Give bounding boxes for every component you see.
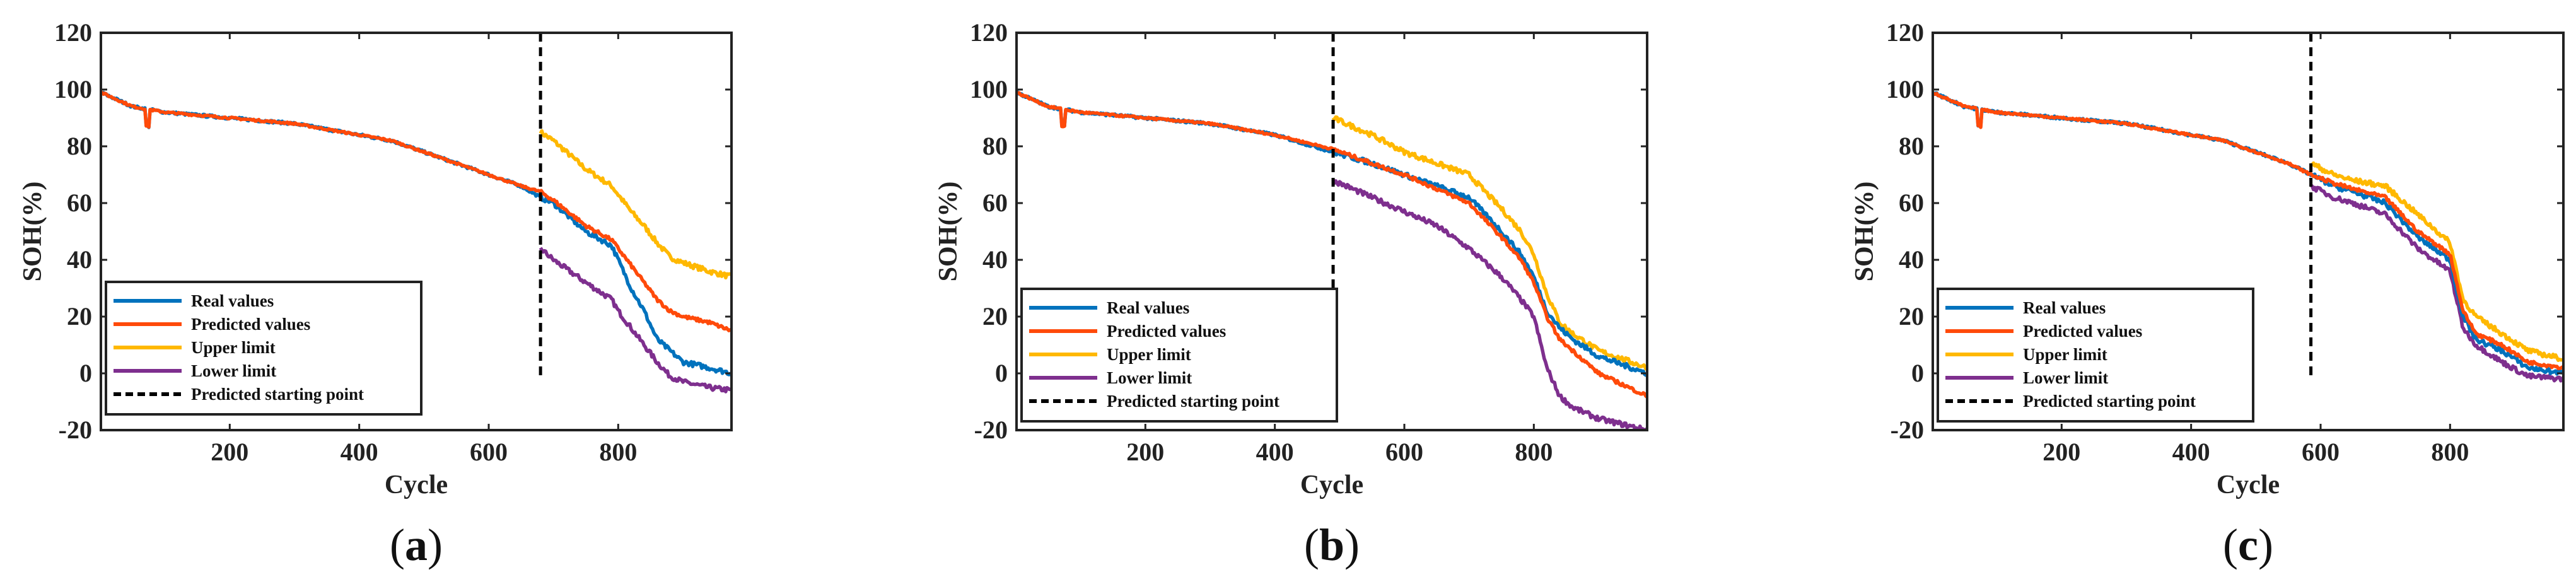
y-tick-label: 80 (1899, 132, 1924, 160)
y-tick-label: 120 (54, 18, 92, 47)
x-tick-label: 400 (341, 438, 378, 466)
y-axis-label: SOH(%) (18, 182, 47, 282)
x-tick-label: 400 (2172, 438, 2210, 466)
series-line-upper-limit (1331, 115, 1647, 371)
y-axis-label: SOH(%) (934, 182, 963, 282)
x-tick-label: 200 (211, 438, 248, 466)
y-tick-label: 100 (970, 75, 1008, 103)
y-tick-label: 60 (982, 189, 1008, 217)
legend-entry-label: Lower limit (191, 361, 276, 380)
legend-entry-label: Real values (1107, 298, 1189, 317)
series-line-lower-limit (1331, 178, 1647, 430)
x-tick-label: 600 (1385, 438, 1423, 466)
legend-entry-label: Upper limit (191, 338, 276, 357)
x-tick-label: 200 (1126, 438, 1164, 466)
x-tick-label: 200 (2043, 438, 2080, 466)
y-tick-label: 0 (995, 359, 1008, 387)
legend-entry-label: Upper limit (1107, 345, 1191, 364)
y-tick-label: 100 (1886, 75, 1924, 103)
y-tick-label: 60 (67, 189, 92, 217)
legend-entry-label: Predicted starting point (1107, 392, 1279, 411)
y-tick-label: 20 (1899, 302, 1924, 330)
legend: Real values Predicted values Upper limit Lo… (105, 281, 423, 416)
y-tick-label: 40 (67, 245, 92, 274)
chart-panel-a: -20 0 20 40 60 80 100 120 200 400 600 800 Cycle SOH(%… (18, 18, 733, 570)
y-tick-label: -20 (1891, 416, 1924, 444)
y-tick-label: 0 (1911, 359, 1924, 387)
y-tick-label: 20 (982, 302, 1008, 330)
y-tick-label: -20 (59, 416, 92, 444)
panel-label: (a) (390, 520, 443, 570)
chart-panel-b: -20 0 20 40 60 80 100 120 200 400 600 800 Cycle SOH(%… (934, 18, 1648, 570)
legend-entry-label: Real values (191, 291, 274, 310)
y-tick-label: 120 (970, 18, 1008, 47)
legend-entry-label: Lower limit (2023, 368, 2108, 387)
panel-label: (b) (1304, 520, 1360, 570)
y-tick-label: 0 (79, 359, 92, 387)
series-line-predicted-values (1933, 91, 2563, 370)
legend: Real values Predicted values Upper limit Lo… (1020, 288, 1338, 423)
y-tick-label: 40 (1899, 245, 1924, 274)
x-tick-label: 800 (2431, 438, 2469, 466)
series-line-predicted-values (1017, 90, 1647, 399)
series-line-predicted-values (101, 91, 731, 332)
legend-entry-label: Predicted values (2023, 322, 2142, 341)
y-tick-label: -20 (974, 416, 1008, 444)
legend-entry-label: Upper limit (2023, 345, 2107, 364)
legend-entry-label: Predicted values (1107, 322, 1226, 341)
series-line-upper-limit (539, 129, 731, 280)
x-tick-label: 600 (2302, 438, 2340, 466)
series-line-lower-limit (2310, 184, 2563, 383)
y-tick-label: 40 (982, 245, 1008, 274)
series-line-lower-limit (539, 247, 731, 394)
x-tick-label: 800 (599, 438, 637, 466)
x-tick-label: 800 (1515, 438, 1553, 466)
legend-entry-label: Predicted starting point (191, 385, 364, 404)
legend: Real values Predicted values Upper limit Lo… (1937, 288, 2254, 423)
chart-panel-c: -20 0 20 40 60 80 100 120 200 400 600 800 Cycle SOH(%… (1850, 18, 2565, 570)
x-axis-label: Cycle (2217, 470, 2280, 499)
x-tick-label: 600 (470, 438, 508, 466)
y-tick-label: 60 (1899, 189, 1924, 217)
legend-entry-label: Real values (2023, 298, 2106, 317)
x-axis-label: Cycle (1300, 470, 1363, 499)
panel-label: (c) (2223, 520, 2273, 570)
y-tick-label: 20 (67, 302, 92, 330)
x-tick-label: 400 (1256, 438, 1294, 466)
series-line-upper-limit (2309, 161, 2563, 363)
plot-area (1933, 91, 2563, 383)
y-tick-label: 100 (54, 75, 92, 103)
y-tick-label: 120 (1886, 18, 1924, 47)
y-tick-label: 80 (67, 132, 92, 160)
axes-box (100, 32, 733, 431)
legend-entry-label: Predicted starting point (2023, 392, 2196, 411)
legend-entry-label: Lower limit (1107, 368, 1192, 387)
y-tick-label: 80 (982, 132, 1008, 160)
axes-box (1932, 32, 2565, 431)
y-axis-label: SOH(%) (1850, 182, 1879, 282)
legend-entry-label: Predicted values (191, 315, 310, 334)
x-axis-label: Cycle (385, 470, 448, 499)
plot-area (101, 90, 731, 394)
legend-box (1020, 288, 1338, 423)
axes-box (1015, 32, 1648, 431)
